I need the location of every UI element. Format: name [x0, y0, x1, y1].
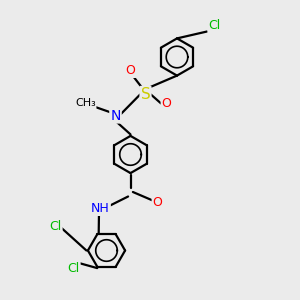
- Text: N: N: [110, 109, 121, 122]
- Text: NH: NH: [91, 202, 110, 215]
- Text: O: O: [126, 64, 135, 77]
- Text: S: S: [141, 87, 150, 102]
- Text: Cl: Cl: [68, 262, 80, 275]
- Text: Cl: Cl: [50, 220, 61, 233]
- Text: Cl: Cl: [208, 19, 220, 32]
- Text: O: O: [162, 97, 171, 110]
- Text: CH₃: CH₃: [75, 98, 96, 109]
- Text: O: O: [153, 196, 162, 209]
